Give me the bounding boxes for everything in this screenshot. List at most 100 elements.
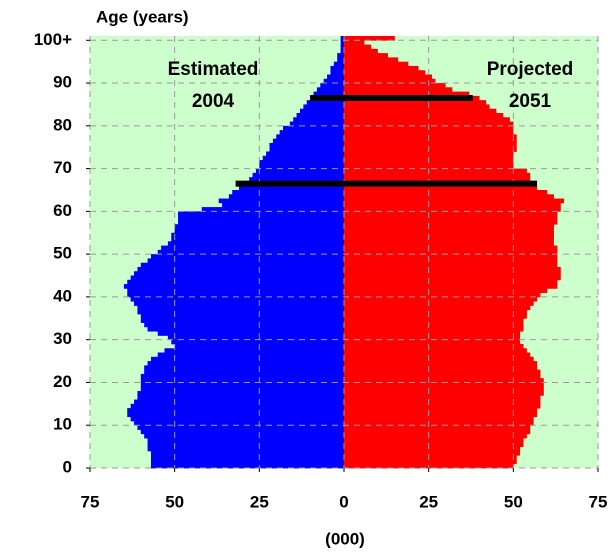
bar <box>344 361 538 366</box>
bar <box>157 352 344 358</box>
bar <box>201 207 344 212</box>
bar <box>147 326 344 332</box>
bar <box>344 399 541 405</box>
y-tick-label: 40 <box>53 286 72 305</box>
bar <box>171 339 344 345</box>
bar <box>344 279 558 285</box>
bar <box>150 450 344 456</box>
bar <box>344 382 544 388</box>
bar <box>178 219 344 225</box>
bar <box>232 189 344 195</box>
bar <box>344 164 514 169</box>
bar <box>344 168 527 174</box>
bar <box>344 121 514 127</box>
bar <box>344 211 558 217</box>
bar <box>344 348 527 353</box>
bar <box>344 296 538 302</box>
bar <box>150 455 344 460</box>
bar <box>130 403 344 409</box>
bar <box>344 48 378 54</box>
bar <box>344 232 554 238</box>
bar <box>344 108 497 114</box>
bar <box>137 266 344 272</box>
bar <box>337 53 344 58</box>
bar <box>171 232 344 238</box>
bar <box>344 219 558 225</box>
bar <box>344 215 558 221</box>
bar <box>344 412 538 418</box>
bar <box>344 442 524 448</box>
bar <box>279 130 344 135</box>
bar <box>344 301 534 306</box>
bar <box>344 258 558 264</box>
bar <box>344 446 521 452</box>
bar <box>296 112 344 118</box>
bar <box>150 463 344 469</box>
bar <box>344 275 561 281</box>
annotation: 2051 <box>509 91 552 112</box>
bar <box>344 151 514 157</box>
bar <box>344 386 544 392</box>
bar <box>266 151 344 157</box>
x-axis-label: (000) <box>325 529 365 548</box>
bar <box>140 378 344 383</box>
bar <box>344 365 538 371</box>
annotation: Estimated <box>168 59 259 80</box>
bar <box>344 433 527 439</box>
bar <box>147 438 344 443</box>
bar <box>344 266 561 272</box>
x-tick-label: 0 <box>339 492 348 511</box>
bar <box>344 416 534 422</box>
bar <box>272 138 344 144</box>
bar <box>178 215 344 221</box>
bar <box>344 352 531 358</box>
bar <box>344 322 524 328</box>
bar <box>140 262 344 268</box>
bar <box>344 53 389 58</box>
bar <box>130 416 344 422</box>
bar <box>167 335 344 341</box>
bar <box>344 262 558 268</box>
bar <box>344 425 531 430</box>
bar <box>340 48 344 54</box>
bar <box>239 185 344 191</box>
bar <box>134 301 344 306</box>
bar <box>344 224 554 229</box>
bar <box>327 74 344 80</box>
bar <box>344 112 504 118</box>
bar <box>344 254 558 259</box>
bar <box>344 343 524 349</box>
bar <box>344 228 554 234</box>
bar <box>333 61 344 67</box>
y-tick-label: 20 <box>53 372 72 391</box>
bar <box>344 61 409 67</box>
bar <box>344 314 527 319</box>
bar <box>144 322 344 328</box>
annotation: Projected <box>487 59 574 80</box>
annotation: 2004 <box>192 91 235 112</box>
bar <box>249 177 344 182</box>
bar <box>130 296 344 302</box>
bar <box>127 412 345 418</box>
bar <box>228 194 344 199</box>
y-tick-label: 70 <box>53 158 72 177</box>
y-tick-label: 100+ <box>34 30 72 49</box>
bar <box>259 160 344 165</box>
bar <box>344 356 534 362</box>
bar <box>344 318 524 323</box>
bar <box>283 125 344 131</box>
bar <box>344 420 534 426</box>
bar <box>150 254 344 259</box>
bar <box>137 425 344 430</box>
bar <box>222 202 344 208</box>
bar <box>340 40 344 45</box>
y-tick-label: 80 <box>53 115 72 134</box>
bar <box>344 241 554 246</box>
bar <box>344 147 517 152</box>
bar <box>344 100 487 105</box>
bar <box>320 83 344 88</box>
bar <box>140 386 344 392</box>
bar <box>150 459 344 465</box>
bar <box>344 309 527 315</box>
bar <box>344 339 521 345</box>
